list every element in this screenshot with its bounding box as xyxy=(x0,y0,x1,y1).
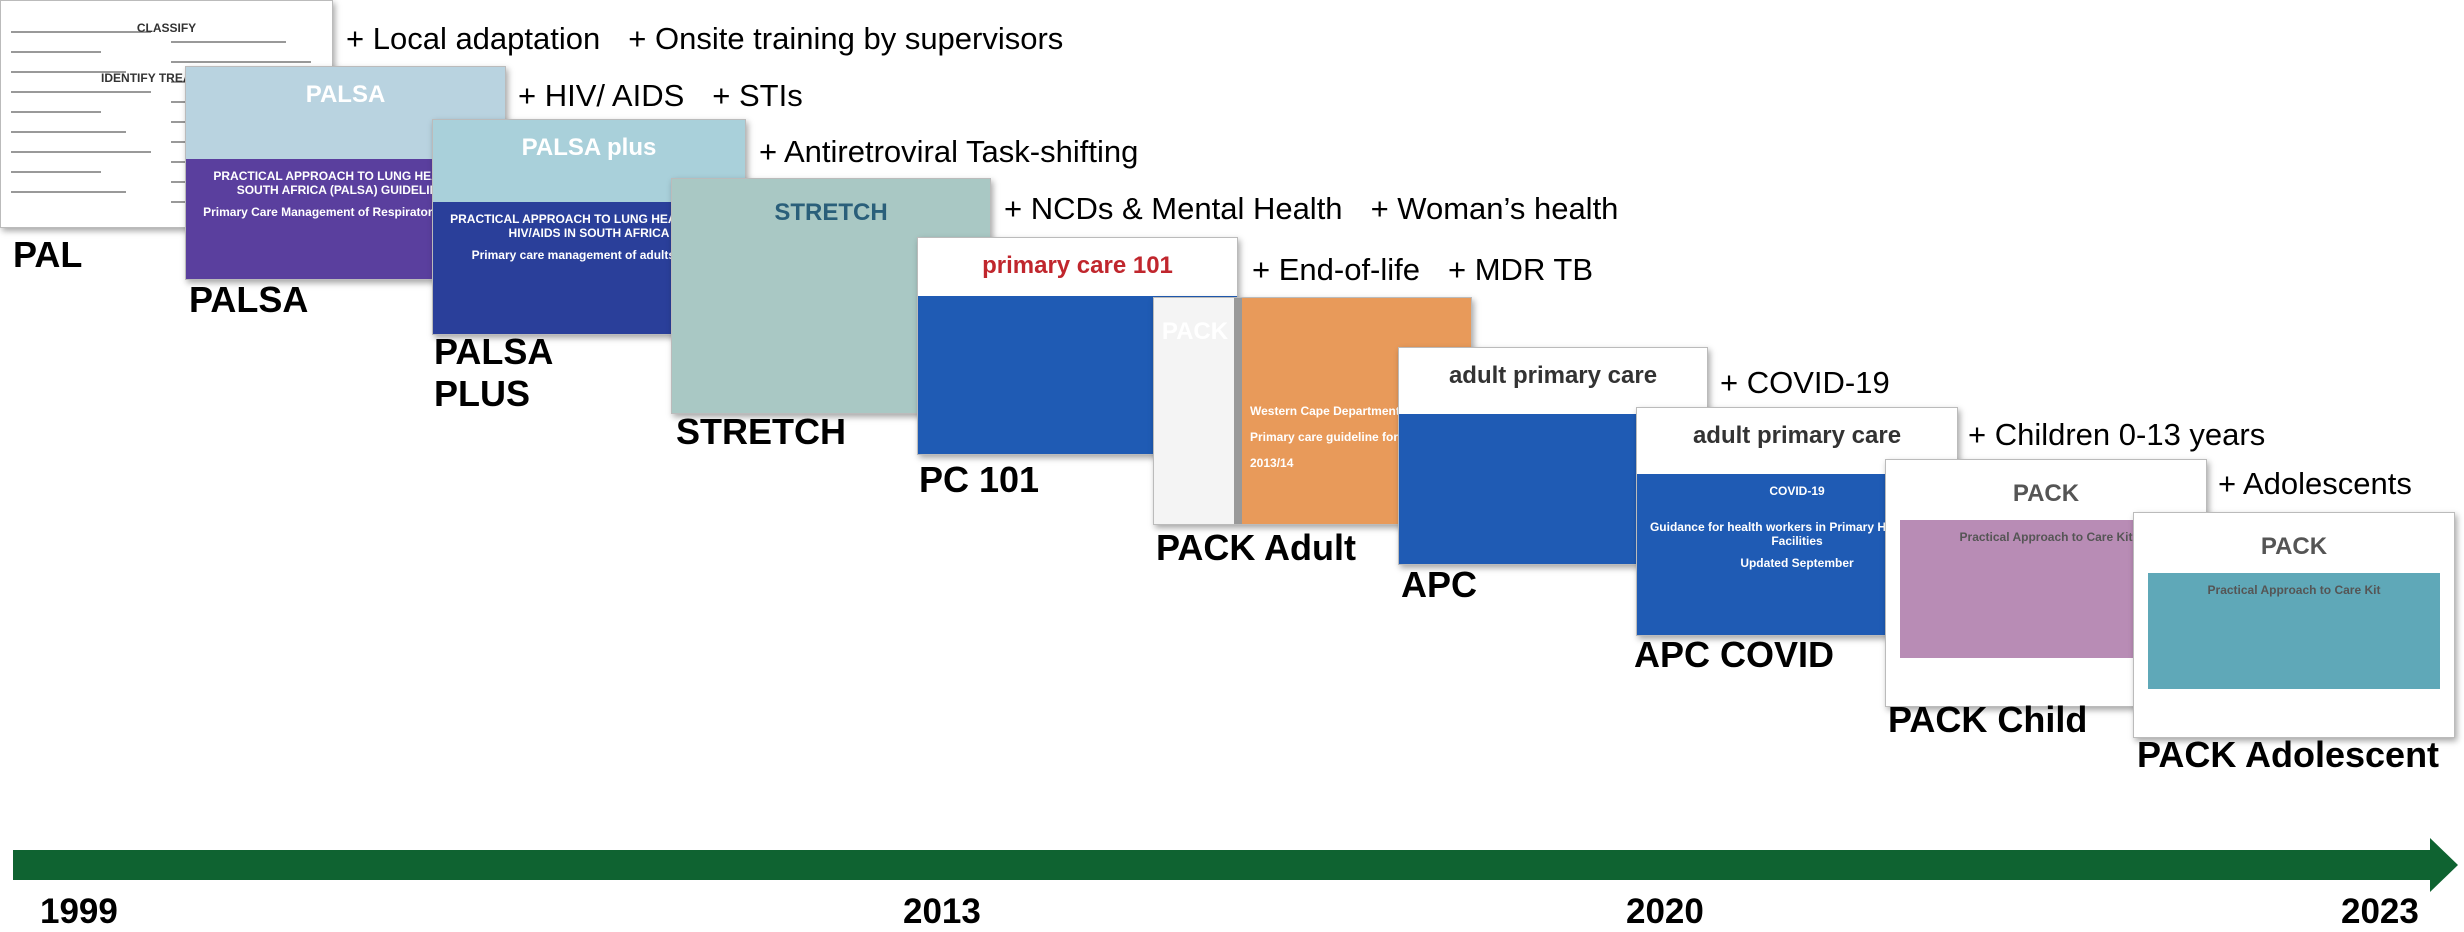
year-label: 1999 xyxy=(40,892,118,932)
cover-line xyxy=(11,171,101,173)
cover-line xyxy=(11,91,151,93)
additions: + Children 0-13 years xyxy=(1968,417,2265,453)
cover-text: PALSA xyxy=(194,81,497,110)
stage-label: STRETCH xyxy=(676,411,846,453)
additions: + COVID-19 xyxy=(1720,365,1890,401)
cover-line xyxy=(11,51,101,53)
stage-label: PALSA PLUS xyxy=(434,331,574,415)
addition: + STIs xyxy=(712,78,802,114)
cover-text: primary care 101 xyxy=(926,252,1229,281)
stage-label: PC 101 xyxy=(919,459,1039,501)
addition: + Woman’s health xyxy=(1371,191,1619,227)
addition: + Antiretroviral Task-shifting xyxy=(759,134,1138,170)
cover-image: PACK Practical Approach to Care Kit xyxy=(2133,512,2455,738)
cover-line xyxy=(11,111,101,113)
year-label: 2023 xyxy=(2341,892,2419,932)
cover-line xyxy=(171,61,311,63)
addition: + NCDs & Mental Health xyxy=(1004,191,1343,227)
cover-text: PACK xyxy=(2142,533,2446,562)
slide: {"stages": [ {"name": "PAL", "additions"… xyxy=(0,0,2464,929)
cover-line xyxy=(11,131,126,133)
cover-text: STRETCH xyxy=(680,199,982,228)
stage-label: PACK Child xyxy=(1888,699,2087,741)
additions: + NCDs & Mental Health + Woman’s health xyxy=(1004,191,1618,227)
cover-text: PALSA plus xyxy=(441,134,737,163)
additions: + End-of-life + MDR TB xyxy=(1252,252,1593,288)
cover-line xyxy=(11,191,126,193)
year-label: 2013 xyxy=(903,892,981,932)
additions: + Adolescents xyxy=(2218,466,2412,502)
stage-label: PACK Adolescent xyxy=(2137,734,2439,776)
addition: + End-of-life xyxy=(1252,252,1420,288)
cover-line xyxy=(11,151,151,153)
year-label: 2020 xyxy=(1626,892,1704,932)
addition: + Local adaptation xyxy=(346,21,600,57)
cover-text: PACK xyxy=(1894,480,2198,509)
stage-label: APC xyxy=(1401,564,1477,606)
stage-label: APC COVID xyxy=(1634,634,1834,676)
stage-label: PAL xyxy=(13,234,82,276)
cover-text: CLASSIFY xyxy=(9,21,324,35)
addition: + COVID-19 xyxy=(1720,365,1890,401)
addition: + MDR TB xyxy=(1448,252,1593,288)
cover-text: adult primary care xyxy=(1645,422,1949,451)
additions: + HIV/ AIDS + STIs xyxy=(518,78,803,114)
cover-text: Practical Approach to Care Kit xyxy=(2142,583,2446,597)
cover-text: adult primary care xyxy=(1407,362,1699,391)
stage-label: PACK Adult xyxy=(1156,527,1356,569)
addition: + HIV/ AIDS xyxy=(518,78,684,114)
additions: + Local adaptation + Onsite training by s… xyxy=(346,21,1063,57)
cover-text: PACK xyxy=(1160,318,1230,347)
addition: + Children 0-13 years xyxy=(1968,417,2265,453)
addition: + Onsite training by supervisors xyxy=(628,21,1063,57)
cover-line xyxy=(171,41,286,43)
timeline-arrow xyxy=(13,838,2458,892)
additions: + Antiretroviral Task-shifting xyxy=(759,134,1138,170)
addition: + Adolescents xyxy=(2218,466,2412,502)
stage-label: PALSA xyxy=(189,279,308,321)
